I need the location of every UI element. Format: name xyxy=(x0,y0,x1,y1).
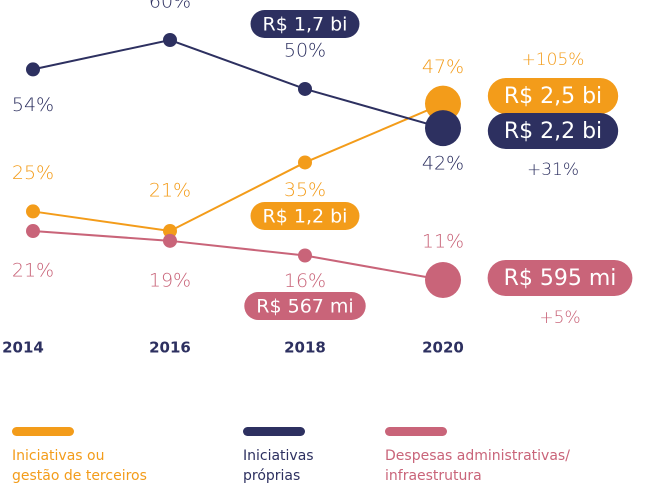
pill-bg xyxy=(250,202,360,230)
x-tick-label: 2016 xyxy=(149,339,191,357)
amount-label: R$ 1,2 bi xyxy=(263,206,348,228)
amount-pill: R$ 567 mi xyxy=(244,292,366,320)
pill-bg xyxy=(244,292,366,320)
point xyxy=(425,262,461,298)
data-label: 47% xyxy=(422,56,464,78)
point xyxy=(26,204,40,219)
data-label: 42% xyxy=(422,153,464,175)
amount-pill: R$ 2,5 bi xyxy=(487,78,619,114)
data-label: 11% xyxy=(422,231,464,253)
data-label: 16% xyxy=(284,270,326,292)
legend-line: Iniciativas xyxy=(243,448,314,464)
data-label: 35% xyxy=(284,179,326,201)
legend-swatch xyxy=(385,427,447,436)
legend-label: Iniciativas próprias xyxy=(243,448,314,484)
point xyxy=(163,33,177,47)
growth-label: +31% xyxy=(527,160,579,180)
data-label: 25% xyxy=(12,162,54,184)
point xyxy=(298,81,312,96)
x-tick-label: 2020 xyxy=(422,339,464,357)
legend-line: Despesas administrativas/ xyxy=(385,448,570,464)
data-label: 19% xyxy=(149,269,191,291)
amount-pill: R$ 1,7 bi xyxy=(250,10,360,38)
point xyxy=(26,224,40,239)
line xyxy=(32,102,444,233)
growth-label: +5% xyxy=(539,308,580,328)
x-tick-label: 2018 xyxy=(284,339,326,357)
growth-label: +105% xyxy=(522,50,585,70)
data-label: 60% xyxy=(149,0,191,13)
amount-pill: R$ 1,2 bi xyxy=(250,202,360,230)
data-label: 54% xyxy=(12,94,54,116)
line xyxy=(32,230,444,281)
legend-swatch xyxy=(12,427,74,436)
pill-bg xyxy=(487,260,633,296)
point xyxy=(298,248,312,263)
point xyxy=(298,155,312,170)
legend-swatch xyxy=(243,427,305,436)
data-label: 21% xyxy=(149,180,191,202)
point xyxy=(425,110,461,147)
data-label: 50% xyxy=(284,39,326,61)
point xyxy=(163,233,177,248)
amount-label: R$ 2,5 bi xyxy=(504,84,602,109)
legend-line: gestão de terceiros xyxy=(12,468,147,484)
amount-pill: R$ 2,2 bi xyxy=(487,113,619,149)
legend-line: Iniciativas ou xyxy=(12,448,104,464)
data-label: 21% xyxy=(12,260,54,282)
pill-bg xyxy=(250,10,360,38)
point xyxy=(163,224,177,239)
point xyxy=(26,62,40,77)
x-tick-label: 2014 xyxy=(2,339,44,357)
legend-label: Iniciativas ou gestão de terceiros xyxy=(12,448,147,484)
amount-label: R$ 1,7 bi xyxy=(263,14,348,36)
pill-bg xyxy=(487,113,619,149)
amount-label: R$ 595 mi xyxy=(504,266,617,291)
line xyxy=(32,38,444,130)
legend-line: infraestrutura xyxy=(385,468,482,484)
pill-bg xyxy=(487,78,619,114)
amount-label: R$ 567 mi xyxy=(256,296,353,318)
amount-label: R$ 2,2 bi xyxy=(504,119,602,144)
amount-pill: R$ 595 mi xyxy=(487,260,633,296)
legend-label: Despesas administrativas/infraestrutura xyxy=(385,448,570,484)
legend-line: próprias xyxy=(243,468,300,484)
